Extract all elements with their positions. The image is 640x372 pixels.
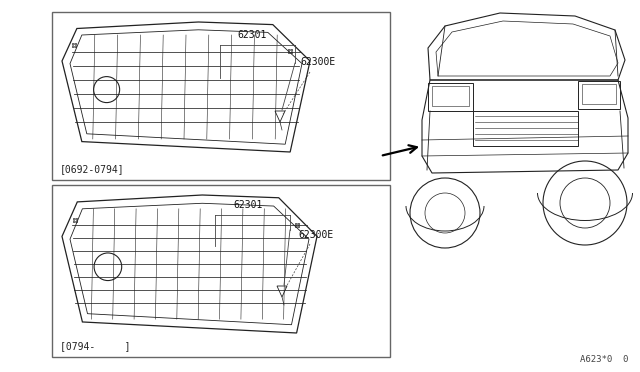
Bar xyxy=(473,111,578,146)
Text: 62300E: 62300E xyxy=(298,230,333,240)
Bar xyxy=(432,86,469,106)
Text: 62301: 62301 xyxy=(234,200,262,210)
Bar xyxy=(582,84,616,104)
Text: 62301: 62301 xyxy=(237,30,267,40)
Bar xyxy=(578,81,620,109)
Text: 62300E: 62300E xyxy=(300,57,335,67)
Text: [0692-0794]: [0692-0794] xyxy=(60,164,125,174)
Text: [0794-     ]: [0794- ] xyxy=(60,341,131,351)
Text: A623*0  0: A623*0 0 xyxy=(580,355,628,364)
Bar xyxy=(52,12,390,180)
Bar xyxy=(52,185,390,357)
Bar xyxy=(428,83,473,111)
